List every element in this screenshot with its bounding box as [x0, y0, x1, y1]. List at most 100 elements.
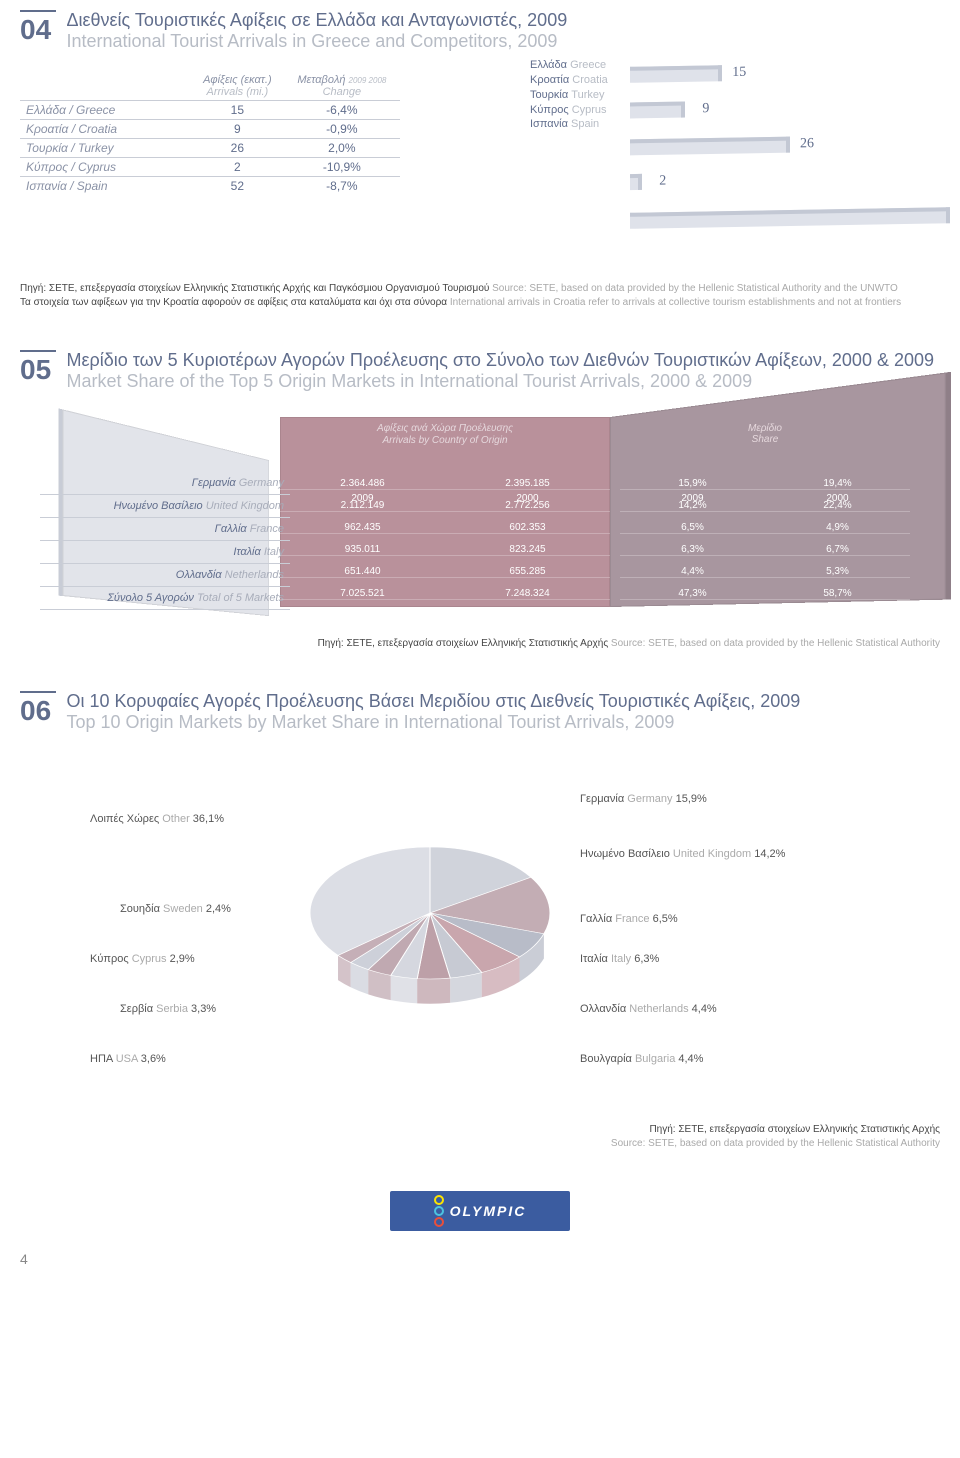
- header-share-gr: Μερίδιο: [748, 423, 782, 434]
- header-share: Μερίδιο Share: [620, 423, 910, 445]
- bar-cyprus: 2: [630, 174, 642, 190]
- bar-turkey: 26: [630, 137, 790, 156]
- logo-ring: [434, 1217, 444, 1227]
- table-row-label: Κροατία / Croatia: [20, 120, 191, 139]
- logo-text: OLYMPIC: [450, 1203, 527, 1219]
- pie-label: Γερμανία Germany 15,9%: [580, 793, 707, 805]
- change-value: 2,0%: [284, 139, 400, 158]
- bar-croatia: 9: [630, 102, 685, 119]
- title-greek: Μερίδιο των 5 Κυριοτέρων Αγορών Προέλευσ…: [66, 350, 936, 371]
- col-change-years: 2009 2008: [349, 76, 387, 85]
- pie-chart: [280, 783, 580, 1083]
- source-greek: Πηγή: ΣΕΤΕ, επεξεργασία στοιχείων Ελληνι…: [318, 638, 609, 649]
- header-arrivals-en: Arrivals by Country of Origin: [382, 435, 507, 446]
- title-english: Market Share of the Top 5 Origin Markets…: [66, 371, 936, 392]
- source-note: Πηγή: ΣΕΤΕ, επεξεργασία στοιχείων Ελληνι…: [20, 1123, 940, 1151]
- table-row-label: Τουρκία / Turkey: [20, 139, 191, 158]
- pie-label: Σερβία Serbia 3,3%: [120, 1003, 216, 1015]
- arrivals-row: 7.025.5217.248.324: [280, 583, 610, 605]
- page-number: 4: [20, 1251, 940, 1267]
- source-greek: Πηγή: ΣΕΤΕ, επεξεργασία στοιχείων Ελληνι…: [20, 283, 489, 294]
- section-number: 04: [20, 10, 56, 46]
- arrivals-value: 15: [191, 101, 284, 120]
- logo-ring: [434, 1195, 444, 1205]
- arrivals-row: 651.440655.285: [280, 561, 610, 583]
- col-arrivals-gr: Αφίξεις (εκατ.): [203, 74, 272, 86]
- bar-spain: 52: [630, 207, 950, 229]
- row-labels: Γερμανία GermanyΗνωμένο Βασίλειο United …: [40, 472, 290, 610]
- arrivals-row: 962.435602.353: [280, 517, 610, 539]
- section-06: 06 Οι 10 Κορυφαίες Αγορές Προέλευσης Βάσ…: [20, 691, 940, 1151]
- pie-label: Βουλγαρία Bulgaria 4,4%: [580, 1053, 703, 1065]
- title-greek: Διεθνείς Τουριστικές Αφίξεις σε Ελλάδα κ…: [66, 10, 936, 31]
- arrivals-row: 2.364.4862.395.185: [280, 473, 610, 495]
- origin-row: Ολλανδία Netherlands: [40, 564, 290, 587]
- source-english: Source: SETE, based on data provided by …: [611, 1138, 940, 1149]
- pie-label: Σουηδία Sweden 2,4%: [120, 903, 231, 915]
- section-04: 04 Διεθνείς Τουριστικές Αφίξεις σε Ελλάδ…: [20, 10, 940, 310]
- change-value: -10,9%: [284, 158, 400, 177]
- title-english: International Tourist Arrivals in Greece…: [66, 31, 936, 52]
- share-row: 15,9%19,4%: [620, 473, 910, 495]
- table-row-label: Ισπανία / Spain: [20, 177, 191, 196]
- pie-label: Λοιπές Χώρες Other 36,1%: [90, 813, 224, 825]
- arrivals-value: 2: [191, 158, 284, 177]
- arrivals-cells: 20092000 2.364.4862.395.1852.112.1492.77…: [280, 455, 610, 605]
- change-value: -8,7%: [284, 177, 400, 196]
- pie-label: Ιταλία Italy 6,3%: [580, 953, 659, 965]
- source-english: Source: SETE, based on data provided by …: [611, 638, 940, 649]
- header-arrivals: Αφίξεις ανά Χώρα Προέλευσης Arrivals by …: [280, 423, 610, 447]
- table-row-label: Κύπρος / Cyprus: [20, 158, 191, 177]
- arrivals-value: 52: [191, 177, 284, 196]
- arrivals-table: Αφίξεις (εκατ.)Arrivals (mi.) Μεταβολή 2…: [20, 72, 400, 272]
- pie-label: Ολλανδία Netherlands 4,4%: [580, 1003, 717, 1015]
- section-05: 05 Μερίδιο των 5 Κυριοτέρων Αγορών Προέλ…: [20, 350, 940, 651]
- source-greek: Πηγή: ΣΕΤΕ, επεξεργασία στοιχείων Ελληνι…: [649, 1124, 940, 1135]
- col-change-en: Change: [323, 86, 362, 98]
- header-arrivals-gr: Αφίξεις ανά Χώρα Προέλευσης: [377, 423, 513, 434]
- col-change-gr: Μεταβολή: [297, 74, 345, 86]
- arrivals-row: 935.011823.245: [280, 539, 610, 561]
- col-arrivals-en: Arrivals (mi.): [206, 86, 268, 98]
- logo-ring: [434, 1206, 444, 1216]
- section-titles: Διεθνείς Τουριστικές Αφίξεις σε Ελλάδα κ…: [66, 10, 936, 52]
- olympic-logo: OLYMPIC: [390, 1191, 570, 1231]
- bars-chart: Ελλάδα GreeceΚροατία CroatiaΤουρκία Turk…: [410, 72, 940, 272]
- year-2009: 2009: [280, 493, 445, 504]
- share-cells: 20092000 15,9%19,4%14,2%22,4%6,5%4,9%6,3…: [620, 455, 910, 605]
- bars-legend: Ελλάδα GreeceΚροατία CroatiaΤουρκία Turk…: [530, 58, 608, 132]
- title-english: Top 10 Origin Markets by Market Share in…: [66, 712, 936, 733]
- pie-label: Ηνωμένο Βασίλειο United Kingdom 14,2%: [580, 848, 785, 860]
- section-number: 06: [20, 691, 56, 727]
- share-row: 6,5%4,9%: [620, 517, 910, 539]
- pie-label: Κύπρος Cyprus 2,9%: [90, 953, 195, 965]
- arrivals-value: 9: [191, 120, 284, 139]
- footnote-english: International arrivals in Croatia refer …: [450, 297, 901, 308]
- arrivals-value: 26: [191, 139, 284, 158]
- year-2000: 2000: [765, 493, 910, 504]
- year-2000: 2000: [445, 493, 610, 504]
- source-note: Πηγή: ΣΕΤΕ, επεξεργασία στοιχείων Ελληνι…: [20, 282, 940, 310]
- source-english: Source: SETE, based on data provided by …: [492, 283, 898, 294]
- origin-row: Γερμανία Germany: [40, 472, 290, 495]
- origin-row: Ιταλία Italy: [40, 541, 290, 564]
- section-titles: Μερίδιο των 5 Κυριοτέρων Αγορών Προέλευσ…: [66, 350, 936, 392]
- share-row: 6,3%6,7%: [620, 539, 910, 561]
- year-2009: 2009: [620, 493, 765, 504]
- section-titles: Οι 10 Κορυφαίες Αγορές Προέλευσης Βάσει …: [66, 691, 936, 733]
- section-number: 05: [20, 350, 56, 386]
- source-note: Πηγή: ΣΕΤΕ, επεξεργασία στοιχείων Ελληνι…: [20, 637, 940, 651]
- table-row-label: Ελλάδα / Greece: [20, 101, 191, 120]
- header-share-en: Share: [752, 434, 779, 445]
- change-value: -0,9%: [284, 120, 400, 139]
- footnote-greek: Τα στοιχεία των αφίξεων για την Κροατία …: [20, 297, 447, 308]
- origin-row: Σύνολο 5 Αγορών Total of 5 Markets: [40, 587, 290, 610]
- change-value: -6,4%: [284, 101, 400, 120]
- origin-row: Γαλλία France: [40, 518, 290, 541]
- pie-label: Γαλλία France 6,5%: [580, 913, 678, 925]
- share-row: 4,4%5,3%: [620, 561, 910, 583]
- share-row: 47,3%58,7%: [620, 583, 910, 605]
- bar-greece: 15: [630, 65, 722, 83]
- pie-label: ΗΠΑ USA 3,6%: [90, 1053, 166, 1065]
- origin-row: Ηνωμένο Βασίλειο United Kingdom: [40, 495, 290, 518]
